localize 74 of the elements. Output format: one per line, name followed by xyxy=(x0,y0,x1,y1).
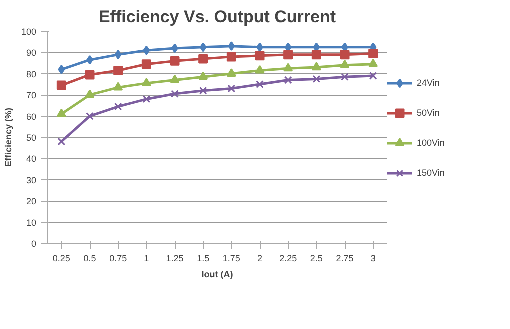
point xyxy=(340,60,350,68)
y-tick-label: 80 xyxy=(26,69,37,80)
legend-label: 100Vin xyxy=(417,138,445,148)
y-tick-label: 50 xyxy=(26,133,37,143)
point xyxy=(58,64,66,74)
point xyxy=(199,86,208,95)
y-tick-label: 70 xyxy=(26,90,37,101)
point xyxy=(312,62,322,71)
point xyxy=(142,78,152,86)
x-tick-label: 2.75 xyxy=(336,254,354,264)
legend-label: 150Vin xyxy=(417,168,445,178)
point xyxy=(284,76,292,84)
point xyxy=(56,108,66,118)
y-tick-label: 90 xyxy=(26,48,37,58)
x-axis-title: Iout (A) xyxy=(202,270,234,280)
y-tick-label: 10 xyxy=(26,218,37,228)
y-tick-label: 20 xyxy=(26,196,37,207)
point xyxy=(228,42,236,52)
x-tick-label: 2 xyxy=(257,254,263,264)
point xyxy=(170,56,180,66)
y-tick-label: 30 xyxy=(26,175,37,186)
x-tick-label: 1.5 xyxy=(197,254,210,264)
point xyxy=(114,66,124,76)
point xyxy=(198,72,208,80)
point xyxy=(171,90,179,98)
x-tick-label: 1 xyxy=(144,254,150,264)
point xyxy=(256,80,264,88)
point xyxy=(255,51,265,61)
point xyxy=(85,70,95,80)
x-tick-label: 0.25 xyxy=(52,254,70,264)
legend-label: 24Vin xyxy=(417,78,440,88)
y-axis-title: Efficiency (%) xyxy=(3,108,14,168)
point xyxy=(85,90,95,98)
point xyxy=(114,102,122,111)
y-tick-label: 60 xyxy=(26,112,37,122)
point xyxy=(284,63,294,72)
y-tick-label: 100 xyxy=(21,27,37,37)
x-tick-label: 0.5 xyxy=(84,254,96,264)
point xyxy=(198,54,208,64)
point xyxy=(368,58,378,68)
point xyxy=(172,44,178,54)
point xyxy=(226,68,236,77)
chart-title: Efficiency Vs. Output Current xyxy=(98,8,336,26)
point xyxy=(56,80,66,90)
x-tick-label: 3 xyxy=(370,254,376,264)
legend-label: 50Vin xyxy=(417,108,440,118)
point xyxy=(142,60,152,70)
x-tick-label: 2.5 xyxy=(310,254,323,264)
point xyxy=(114,50,122,60)
point xyxy=(142,95,151,104)
point xyxy=(86,112,94,120)
point xyxy=(312,50,322,60)
point xyxy=(340,50,350,60)
point xyxy=(170,74,180,84)
point xyxy=(256,42,264,52)
point xyxy=(369,72,378,80)
x-tick-label: 0.75 xyxy=(110,254,128,264)
x-tick-label: 1.25 xyxy=(166,254,184,264)
point xyxy=(58,138,66,146)
point xyxy=(255,65,265,74)
y-tick-label: 40 xyxy=(26,154,37,164)
point xyxy=(312,75,321,84)
point xyxy=(114,82,124,91)
x-tick-label: 1.75 xyxy=(222,254,240,264)
point xyxy=(226,52,236,62)
y-tick-label: 0 xyxy=(31,239,37,249)
point xyxy=(143,46,150,56)
point xyxy=(341,73,349,82)
point xyxy=(86,55,94,65)
point xyxy=(284,50,294,60)
x-tick-label: 2.25 xyxy=(280,254,298,264)
point xyxy=(200,42,207,52)
point xyxy=(228,84,236,93)
point xyxy=(368,49,378,59)
